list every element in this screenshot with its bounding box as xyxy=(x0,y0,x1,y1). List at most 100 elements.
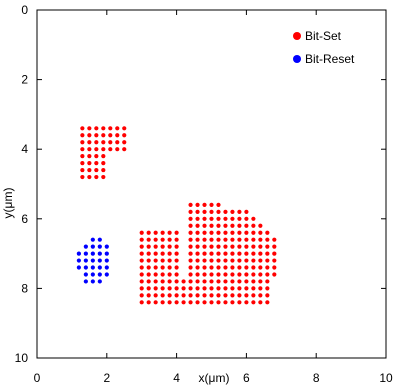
data-point xyxy=(230,223,235,228)
data-point xyxy=(195,279,200,284)
data-point xyxy=(83,279,88,284)
data-point xyxy=(258,237,263,242)
data-point xyxy=(167,230,172,235)
data-point xyxy=(160,265,165,270)
data-point xyxy=(153,258,158,263)
data-point xyxy=(181,293,186,298)
data-point xyxy=(167,293,172,298)
data-point xyxy=(195,272,200,277)
data-point xyxy=(90,237,95,242)
data-point xyxy=(160,244,165,249)
data-point xyxy=(80,147,85,152)
data-point xyxy=(258,272,263,277)
data-point xyxy=(174,272,179,277)
data-point xyxy=(101,133,106,138)
data-point xyxy=(122,140,127,145)
data-point xyxy=(80,140,85,145)
y-tick-label: 8 xyxy=(21,281,28,295)
data-point xyxy=(223,237,228,242)
data-point xyxy=(146,244,151,249)
series-bit-reset xyxy=(76,237,109,284)
data-point xyxy=(80,154,85,159)
data-point xyxy=(160,258,165,263)
data-point xyxy=(101,126,106,131)
data-point xyxy=(174,244,179,249)
data-point xyxy=(237,230,242,235)
data-point xyxy=(230,244,235,249)
data-point xyxy=(160,230,165,235)
data-point xyxy=(104,272,109,277)
data-point xyxy=(272,244,277,249)
data-point xyxy=(251,272,256,277)
data-point xyxy=(115,126,120,131)
data-point xyxy=(90,265,95,270)
data-point xyxy=(216,209,221,214)
data-point xyxy=(272,237,277,242)
data-point xyxy=(174,279,179,284)
data-point xyxy=(216,202,221,207)
data-point xyxy=(251,293,256,298)
data-point xyxy=(80,161,85,166)
data-point xyxy=(216,237,221,242)
data-point xyxy=(90,272,95,277)
data-point xyxy=(188,272,193,277)
data-point xyxy=(237,293,242,298)
data-point xyxy=(195,265,200,270)
data-point xyxy=(188,279,193,284)
data-point xyxy=(223,279,228,284)
data-point xyxy=(237,244,242,249)
data-point xyxy=(153,279,158,284)
data-point xyxy=(80,167,85,173)
data-point xyxy=(174,300,179,305)
data-point xyxy=(195,293,200,298)
data-point xyxy=(251,223,256,228)
data-point xyxy=(139,293,144,298)
data-point xyxy=(94,154,99,159)
data-point xyxy=(139,251,144,256)
data-point xyxy=(209,251,214,256)
data-point xyxy=(223,265,228,270)
data-point xyxy=(202,237,207,242)
data-point xyxy=(244,237,249,242)
data-point xyxy=(174,237,179,242)
legend-label-bit-reset: Bit-Reset xyxy=(305,52,355,66)
data-point xyxy=(209,230,214,235)
data-point xyxy=(195,209,200,214)
data-point xyxy=(104,258,109,263)
data-point xyxy=(108,133,113,138)
data-point xyxy=(139,286,144,291)
data-point xyxy=(202,293,207,298)
data-point xyxy=(153,230,158,235)
data-point xyxy=(202,202,207,207)
legend-marker-bit-reset xyxy=(293,55,301,63)
data-point xyxy=(146,237,151,242)
data-point xyxy=(251,286,256,291)
data-point xyxy=(90,244,95,249)
data-point xyxy=(202,216,207,221)
data-point xyxy=(209,216,214,221)
data-point xyxy=(230,300,235,305)
data-point xyxy=(76,251,81,256)
data-point xyxy=(244,216,249,221)
data-point xyxy=(139,237,144,242)
data-point xyxy=(216,223,221,228)
data-point xyxy=(258,300,263,305)
data-point xyxy=(87,147,92,152)
data-point xyxy=(209,300,214,305)
data-point xyxy=(216,293,221,298)
y-axis-label: y(μm) xyxy=(1,188,15,219)
data-point xyxy=(258,293,263,298)
data-point xyxy=(223,300,228,305)
data-point xyxy=(244,265,249,270)
data-point xyxy=(202,279,207,284)
data-point xyxy=(87,126,92,131)
data-point xyxy=(122,126,127,131)
data-point xyxy=(258,258,263,263)
data-point xyxy=(167,251,172,256)
data-point xyxy=(216,265,221,270)
data-point xyxy=(146,230,151,235)
data-point xyxy=(237,272,242,277)
data-point xyxy=(209,209,214,214)
data-point xyxy=(108,147,113,152)
data-point xyxy=(167,279,172,284)
